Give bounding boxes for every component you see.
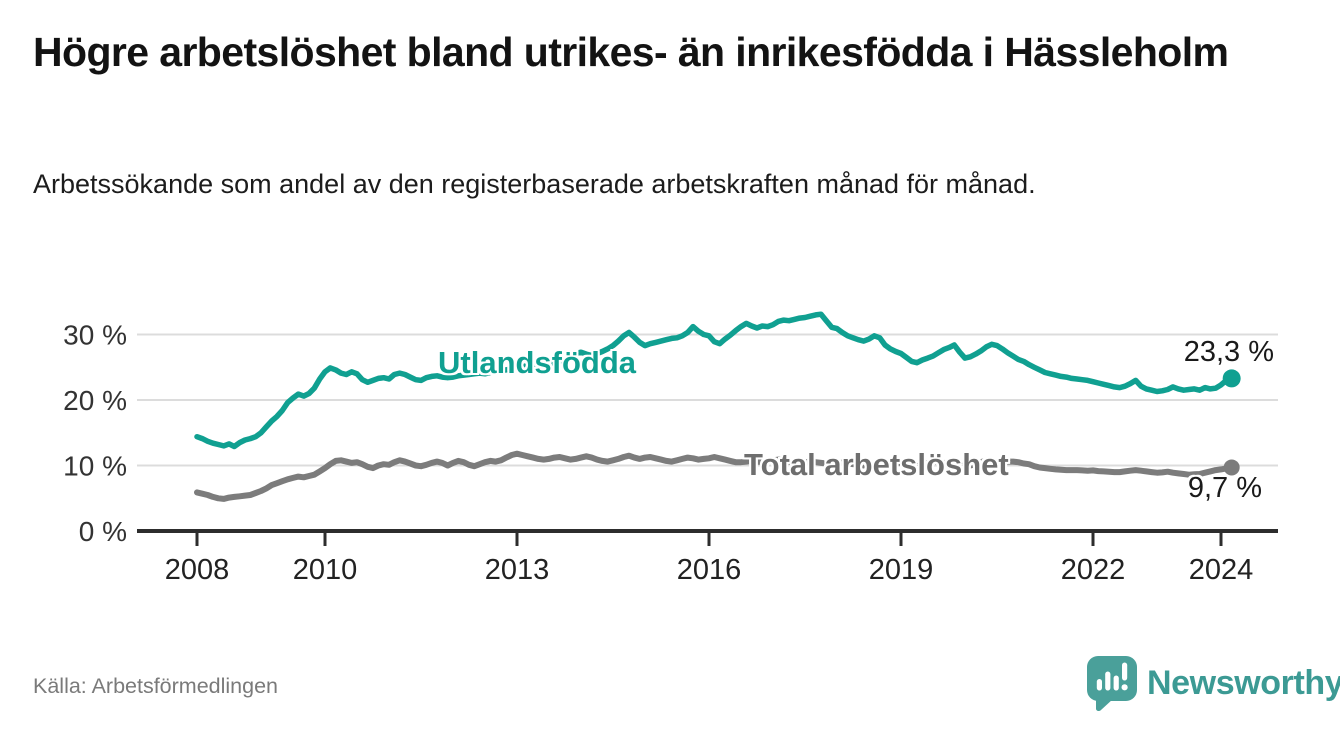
svg-text:2016: 2016 <box>677 554 742 586</box>
svg-text:2008: 2008 <box>165 554 230 586</box>
svg-text:2024: 2024 <box>1189 554 1254 586</box>
newsworthy-speech-bubble-chart-icon <box>1087 656 1137 712</box>
page-title: Högre arbetslöshet bland utrikes- än inr… <box>33 29 1229 75</box>
svg-text:10 %: 10 % <box>63 451 127 482</box>
series-label-utlandsfodda: Utlandsfödda <box>438 345 637 380</box>
svg-text:2013: 2013 <box>485 554 550 586</box>
svg-text:0 %: 0 % <box>79 516 127 547</box>
end-value-total-arbetsloshet: 9,7 % <box>1187 472 1262 504</box>
end-value-utlandsfodda: 23,3 % <box>1183 336 1274 368</box>
svg-text:2010: 2010 <box>293 554 358 586</box>
svg-text:2019: 2019 <box>869 554 934 586</box>
newsworthy-logo: Newsworthy <box>1086 655 1340 712</box>
svg-text:30 %: 30 % <box>63 320 127 351</box>
source-note: Källa: Arbetsförmedlingen <box>33 674 279 698</box>
svg-text:20 %: 20 % <box>63 385 127 416</box>
series-label-total-arbetsloshet: Total arbetslöshet <box>744 447 1009 482</box>
svg-text:2022: 2022 <box>1061 554 1126 586</box>
newsworthy-wordmark: Newsworthy <box>1147 664 1340 702</box>
page-subtitle: Arbetssökande som andel av den registerb… <box>33 169 1036 199</box>
